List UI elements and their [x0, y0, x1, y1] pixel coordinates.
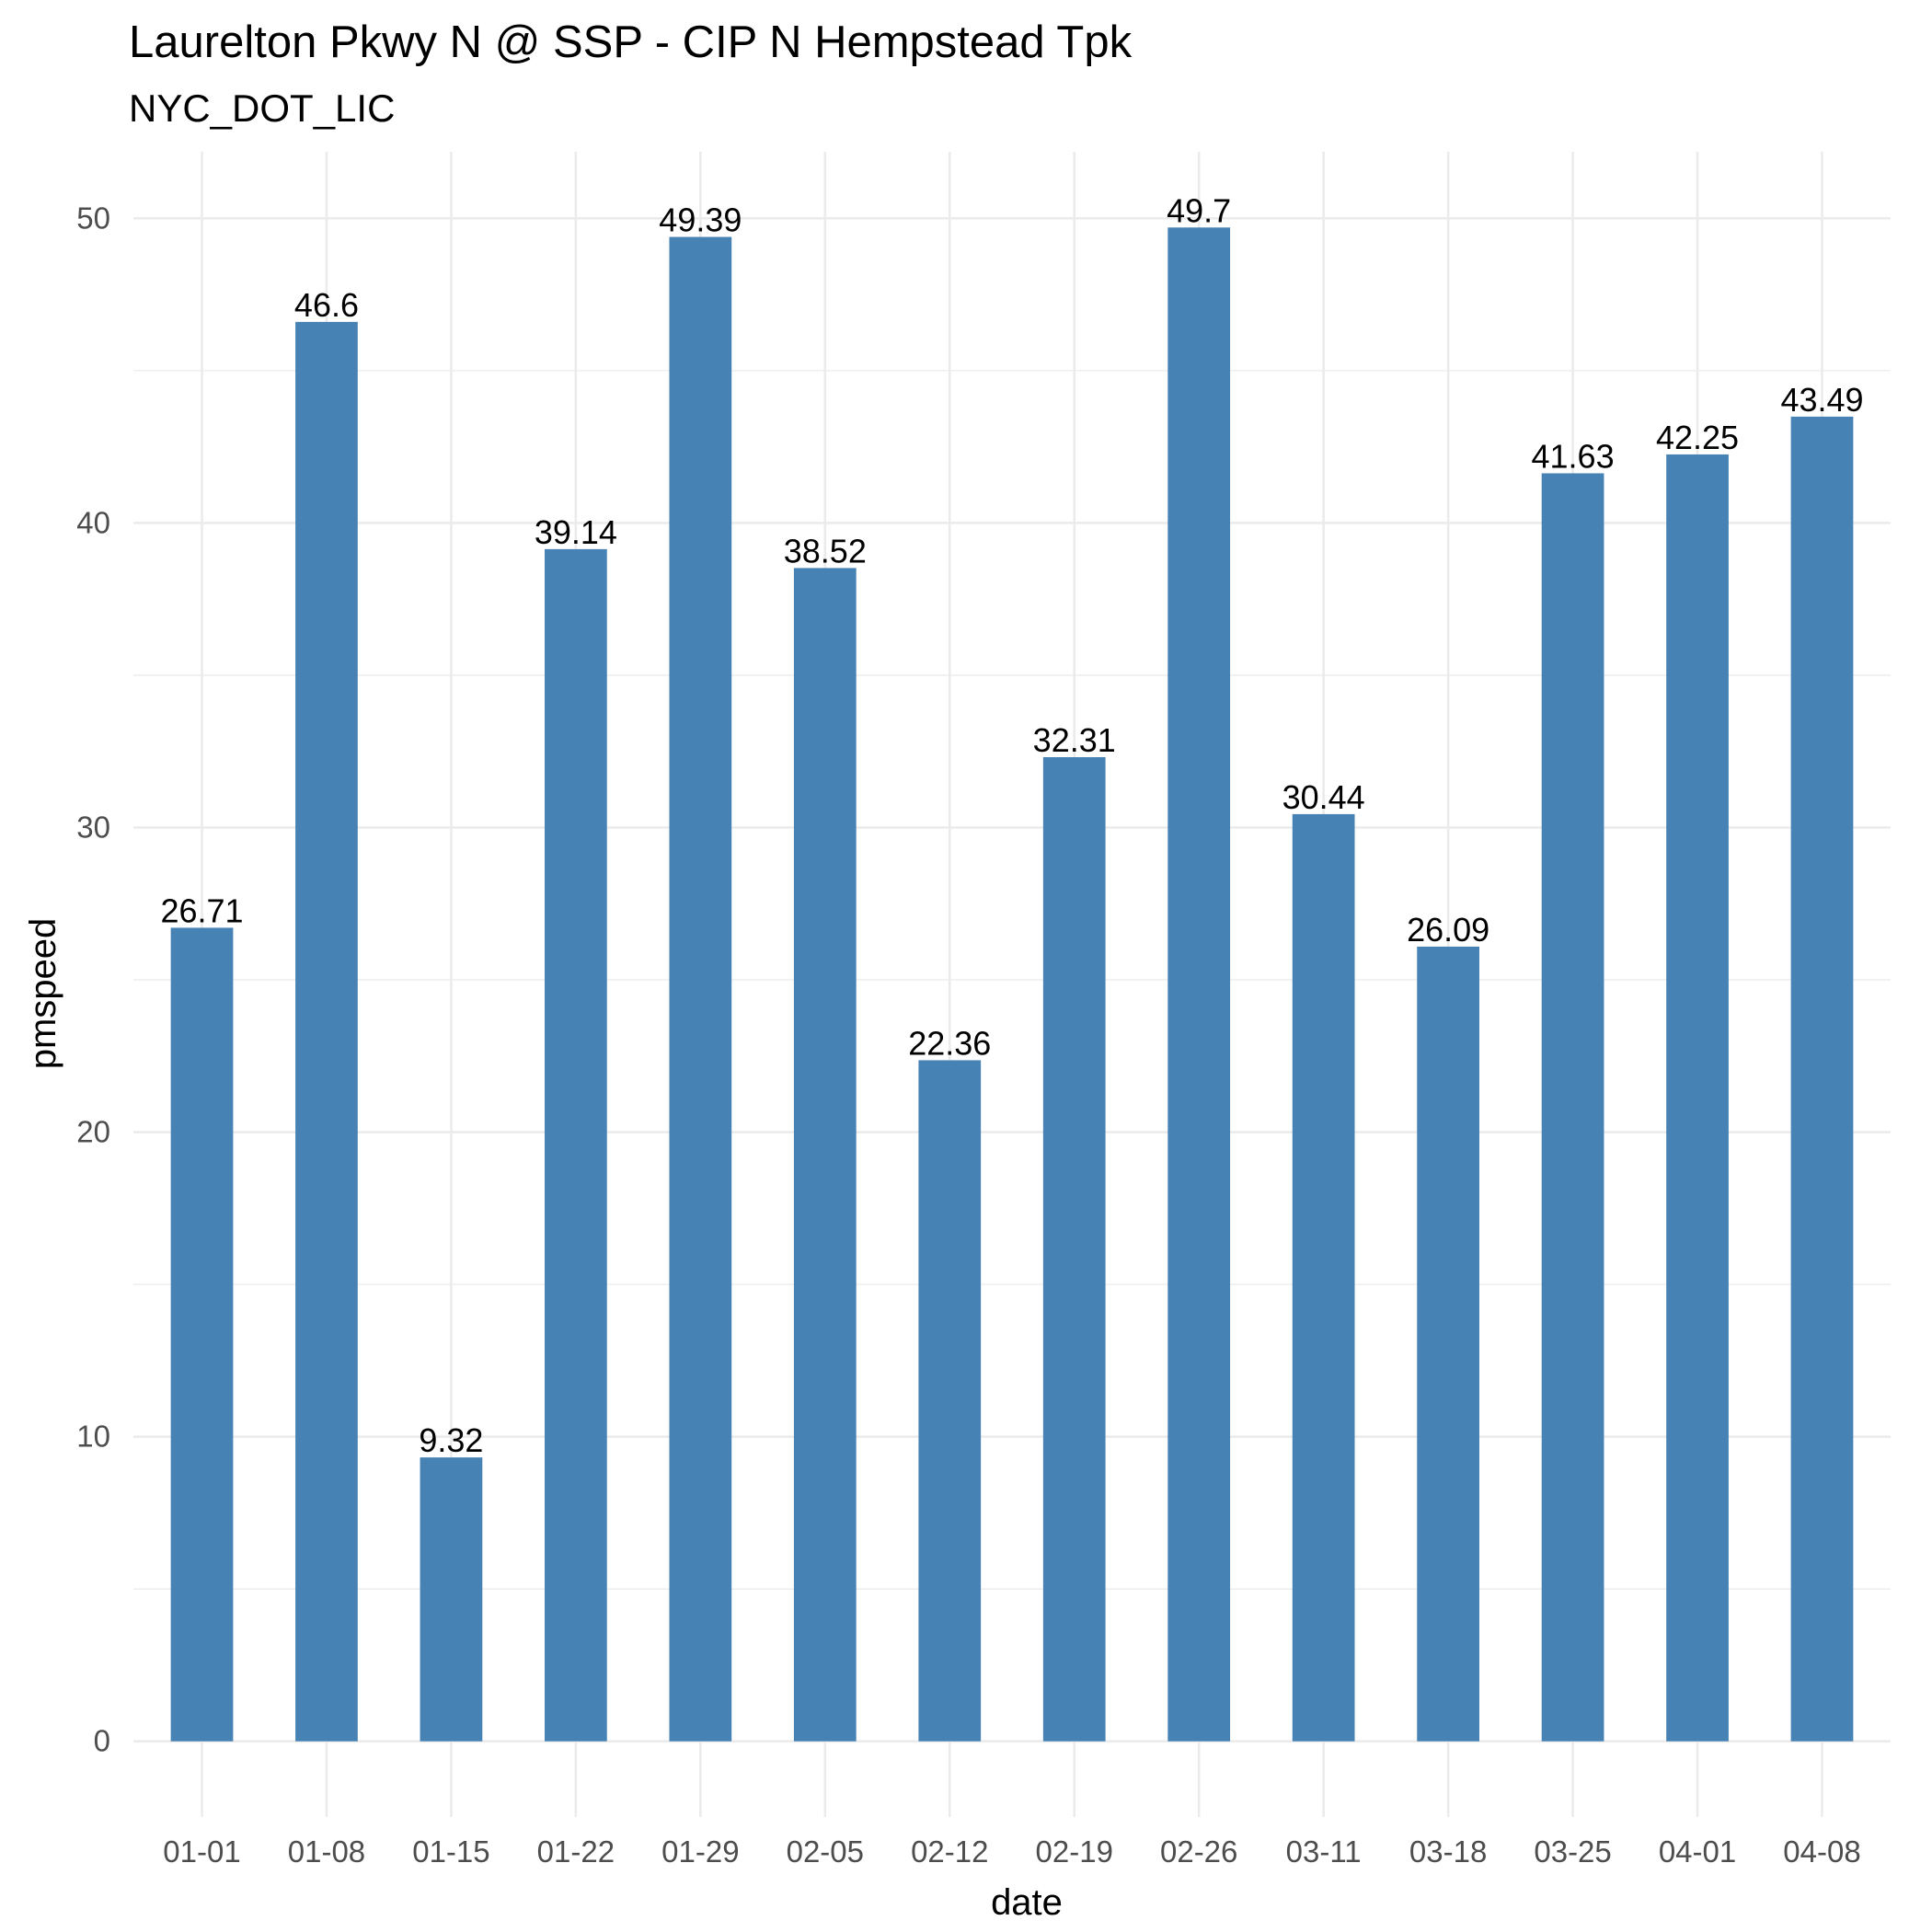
bar — [545, 548, 607, 1742]
x-tick-label: 02-12 — [911, 1834, 988, 1869]
bar — [1292, 813, 1355, 1742]
data-label: 42.25 — [1656, 419, 1739, 456]
data-label: 9.32 — [419, 1421, 483, 1459]
y-axis: 0 10 20 30 40 50 — [76, 201, 110, 1757]
data-label: 41.63 — [1532, 437, 1615, 475]
x-tick-label: 01-08 — [288, 1834, 365, 1869]
bar — [1167, 227, 1231, 1742]
x-tick-label: 04-01 — [1659, 1834, 1736, 1869]
bar — [1541, 473, 1604, 1742]
y-tick-label: 20 — [76, 1115, 110, 1149]
y-axis-title: pmspeed — [23, 918, 63, 1070]
y-tick-label: 30 — [76, 810, 110, 844]
x-axis-title: date — [991, 1882, 1063, 1923]
bar — [295, 321, 358, 1742]
bar — [918, 1060, 982, 1742]
data-label: 46.6 — [294, 286, 359, 324]
x-tick-label: 01-01 — [163, 1834, 240, 1869]
x-tick-label: 03-18 — [1409, 1834, 1487, 1869]
bar — [420, 1457, 483, 1742]
bar — [1042, 757, 1106, 1742]
data-label: 38.52 — [784, 532, 867, 569]
data-label: 32.31 — [1033, 721, 1116, 759]
x-tick-label: 02-05 — [787, 1834, 864, 1869]
x-tick-label: 01-29 — [661, 1834, 739, 1869]
bar — [1417, 946, 1479, 1742]
data-label: 26.71 — [160, 891, 243, 929]
y-tick-label: 50 — [76, 201, 110, 235]
data-label: 22.36 — [908, 1024, 991, 1062]
x-tick-label: 02-19 — [1036, 1834, 1113, 1869]
y-tick-label: 40 — [76, 505, 110, 539]
gridlines — [133, 152, 1891, 1817]
bar — [1666, 454, 1729, 1742]
bar — [170, 927, 234, 1742]
chart-title: Laurelton Pkwy N @ SSP - CIP N Hempstead… — [129, 17, 1133, 67]
data-label: 49.7 — [1167, 191, 1231, 229]
data-labels: 26.71 46.6 9.32 39.14 49.39 38.52 22.36 32.31 49… — [160, 191, 1863, 1459]
bar — [1790, 416, 1854, 1742]
bars — [170, 227, 1854, 1742]
x-tick-label: 01-15 — [412, 1834, 489, 1869]
data-label: 30.44 — [1282, 778, 1365, 816]
data-label: 43.49 — [1780, 381, 1863, 419]
data-label: 49.39 — [659, 201, 742, 239]
x-tick-label: 04-08 — [1783, 1834, 1860, 1869]
y-tick-label: 0 — [94, 1724, 110, 1758]
y-tick-label: 10 — [76, 1420, 110, 1454]
data-label: 39.14 — [535, 513, 617, 551]
data-label: 26.09 — [1407, 911, 1489, 949]
x-tick-label: 01-22 — [537, 1834, 615, 1869]
chart-subtitle: NYC_DOT_LIC — [129, 86, 395, 130]
bar — [793, 568, 857, 1742]
bar — [669, 236, 732, 1742]
x-tick-label: 03-11 — [1286, 1834, 1362, 1869]
x-tick-label: 03-25 — [1534, 1834, 1611, 1869]
x-axis: 01-01 01-08 01-15 01-22 01-29 02-05 02-12 02-19… — [163, 1834, 1860, 1869]
x-tick-label: 02-26 — [1160, 1834, 1237, 1869]
